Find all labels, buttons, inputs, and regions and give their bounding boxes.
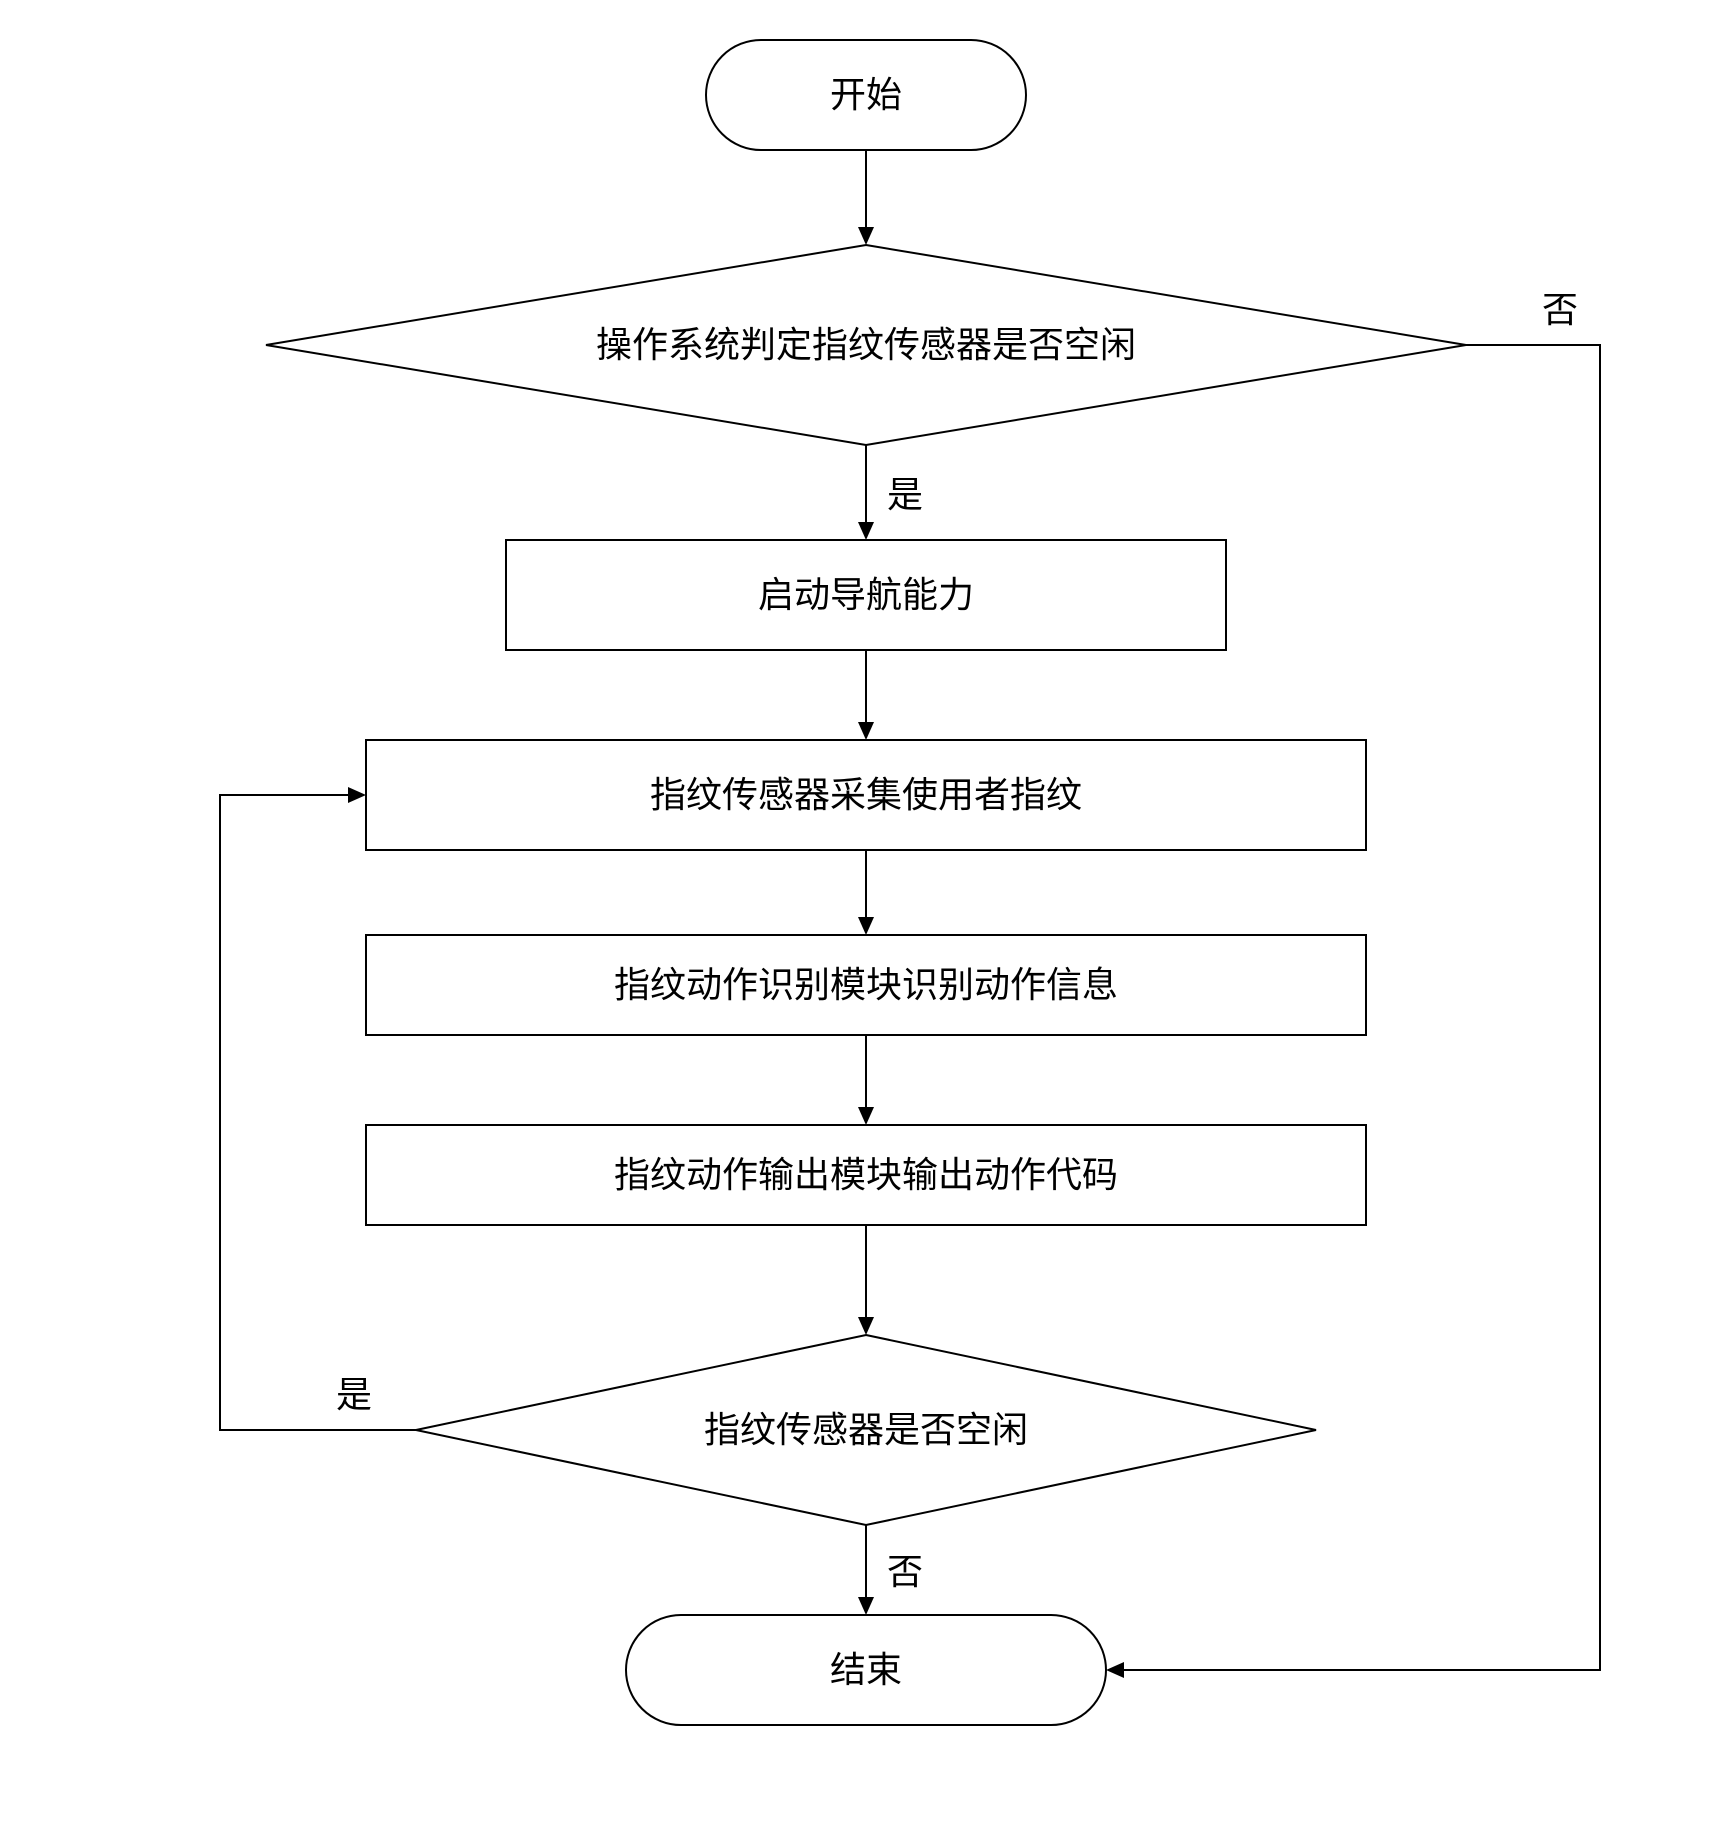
edge-d2-p2 [220, 795, 416, 1430]
arrow-head-icon [858, 722, 874, 740]
edge-label: 是 [887, 475, 923, 515]
flowchart-canvas: 开始操作系统判定指纹传感器是否空闲启动导航能力指纹传感器采集使用者指纹指纹动作识… [0, 0, 1732, 1832]
p1-label: 启动导航能力 [758, 575, 974, 615]
arrow-head-icon [858, 917, 874, 935]
edge-label: 否 [887, 1552, 923, 1592]
d2-label: 指纹传感器是否空闲 [704, 1410, 1028, 1450]
start-label: 开始 [830, 75, 902, 115]
arrow-head-icon [858, 227, 874, 245]
p3-label: 指纹动作识别模块识别动作信息 [614, 965, 1118, 1005]
edge-d1-end [1117, 345, 1600, 1670]
d1-label: 操作系统判定指纹传感器是否空闲 [596, 325, 1136, 365]
edge-label: 是 [336, 1375, 372, 1415]
arrow-head-icon [858, 522, 874, 540]
arrow-head-icon [858, 1597, 874, 1615]
arrow-head-icon [858, 1317, 874, 1335]
arrow-head-icon [858, 1107, 874, 1125]
p2-label: 指纹传感器采集使用者指纹 [650, 775, 1082, 815]
end-label: 结束 [830, 1650, 902, 1690]
arrow-head-icon [1106, 1662, 1124, 1678]
p4-label: 指纹动作输出模块输出动作代码 [614, 1155, 1118, 1195]
edge-label: 否 [1542, 290, 1578, 330]
arrow-head-icon [348, 787, 366, 803]
